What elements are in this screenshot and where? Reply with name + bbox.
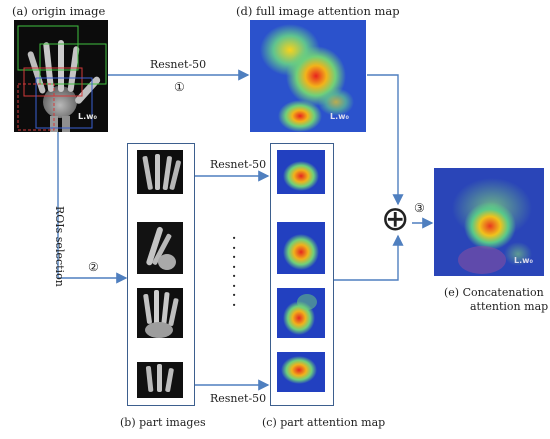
full-attention-map: L.w₀ bbox=[250, 20, 366, 132]
ellipsis-dots: · · · · · · · · bbox=[232, 231, 237, 312]
part-attention-2-graphic bbox=[277, 222, 325, 274]
part-attention-frame bbox=[270, 143, 334, 406]
arrow-parts-to-concat bbox=[334, 234, 404, 281]
origin-image: L.w₀ bbox=[14, 20, 108, 132]
part-attention-3 bbox=[277, 288, 325, 338]
part-attention-4 bbox=[277, 352, 325, 392]
part-attention-2 bbox=[277, 222, 325, 274]
concatenation-attention-map: L.w₀ bbox=[434, 168, 544, 276]
edge-label-resnet-parts-bottom: Resnet-50 bbox=[210, 392, 267, 405]
hand-xray-graphic bbox=[14, 20, 108, 132]
part-attention-4-graphic bbox=[277, 352, 325, 392]
part-attention-1 bbox=[277, 150, 325, 194]
label-concatenation-attention-map: attention map bbox=[470, 300, 549, 313]
watermark-origin: L.w₀ bbox=[78, 112, 98, 121]
part-image-4 bbox=[137, 362, 183, 398]
part-attention-3-graphic bbox=[277, 288, 325, 338]
part-image-3-graphic bbox=[137, 288, 183, 338]
concat-plus-icon: ⊕ bbox=[381, 199, 410, 239]
label-origin-image: (a) origin image bbox=[12, 4, 106, 18]
edge-label-rois-selection: ROIs selection bbox=[53, 206, 66, 287]
part-image-1 bbox=[137, 150, 183, 194]
concat-heatmap-graphic bbox=[434, 168, 544, 276]
arrow-full-to-concat bbox=[367, 74, 404, 206]
label-full-attention-map: (d) full image attention map bbox=[236, 4, 400, 18]
label-part-images: (b) part images bbox=[120, 416, 206, 429]
part-image-3 bbox=[137, 288, 183, 338]
part-image-2 bbox=[137, 222, 183, 274]
watermark-concat: L.w₀ bbox=[514, 256, 534, 265]
part-image-1-graphic bbox=[137, 150, 183, 194]
label-concatenation: (e) Concatenation bbox=[444, 286, 544, 299]
watermark-full: L.w₀ bbox=[330, 112, 350, 121]
edge-label-resnet-parts-top: Resnet-50 bbox=[210, 158, 267, 171]
arrow-roi-selection bbox=[57, 132, 128, 284]
edge-label-step-1: ① bbox=[174, 80, 185, 94]
edge-label-resnet-full: Resnet-50 bbox=[150, 58, 207, 71]
part-images-frame bbox=[127, 143, 195, 406]
label-part-attention-map: (c) part attention map bbox=[262, 416, 386, 429]
part-image-2-graphic bbox=[137, 222, 183, 274]
part-attention-1-graphic bbox=[277, 150, 325, 194]
part-image-4-graphic bbox=[137, 362, 183, 398]
edge-label-step-3: ③ bbox=[414, 201, 425, 215]
edge-label-step-2: ② bbox=[88, 260, 99, 274]
full-heatmap-graphic bbox=[250, 20, 366, 132]
